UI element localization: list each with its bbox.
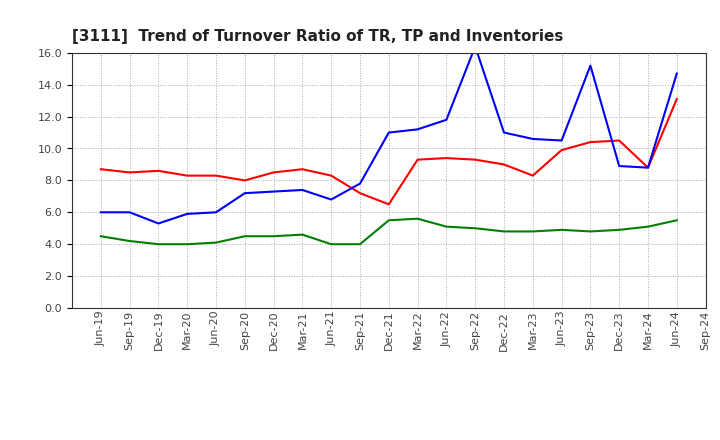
Trade Payables [384,130,393,135]
Trade Receivables [356,191,364,196]
Trade Receivables [298,167,307,172]
Inventories [672,218,681,223]
Trade Receivables [615,138,624,143]
Inventories [269,234,278,239]
Inventories [615,227,624,232]
Trade Payables [471,44,480,49]
Trade Payables [557,138,566,143]
Trade Receivables [672,96,681,102]
Trade Payables [528,136,537,142]
Trade Payables [154,221,163,226]
Text: [3111]  Trend of Turnover Ratio of TR, TP and Inventories: [3111] Trend of Turnover Ratio of TR, TP… [72,29,563,44]
Trade Payables [125,210,134,215]
Trade Receivables [586,139,595,145]
Inventories [471,226,480,231]
Trade Receivables [183,173,192,178]
Trade Payables [615,163,624,169]
Trade Receivables [240,178,249,183]
Inventories [586,229,595,234]
Trade Receivables [442,155,451,161]
Trade Receivables [413,157,422,162]
Trade Receivables [471,157,480,162]
Inventories [644,224,652,229]
Trade Receivables [384,202,393,207]
Trade Receivables [528,173,537,178]
Trade Receivables [327,173,336,178]
Trade Receivables [125,170,134,175]
Trade Payables [298,187,307,193]
Inventories [413,216,422,221]
Inventories [356,242,364,247]
Trade Receivables [557,147,566,153]
Trade Payables [356,181,364,186]
Inventories [557,227,566,232]
Line: Trade Payables: Trade Payables [101,46,677,224]
Trade Payables [269,189,278,194]
Line: Trade Receivables: Trade Receivables [101,99,677,204]
Trade Payables [672,71,681,76]
Inventories [96,234,105,239]
Trade Receivables [269,170,278,175]
Trade Payables [327,197,336,202]
Inventories [298,232,307,237]
Trade Payables [644,165,652,170]
Line: Inventories: Inventories [101,219,677,244]
Inventories [384,218,393,223]
Inventories [500,229,508,234]
Inventories [442,224,451,229]
Inventories [327,242,336,247]
Trade Payables [212,210,220,215]
Inventories [528,229,537,234]
Inventories [183,242,192,247]
Inventories [125,238,134,244]
Trade Receivables [644,165,652,170]
Trade Receivables [212,173,220,178]
Inventories [154,242,163,247]
Inventories [240,234,249,239]
Trade Payables [240,191,249,196]
Trade Payables [413,127,422,132]
Trade Payables [183,211,192,216]
Trade Receivables [154,168,163,173]
Trade Payables [586,63,595,68]
Trade Payables [96,210,105,215]
Inventories [212,240,220,245]
Trade Payables [442,117,451,122]
Trade Receivables [500,162,508,167]
Trade Receivables [96,167,105,172]
Trade Payables [500,130,508,135]
